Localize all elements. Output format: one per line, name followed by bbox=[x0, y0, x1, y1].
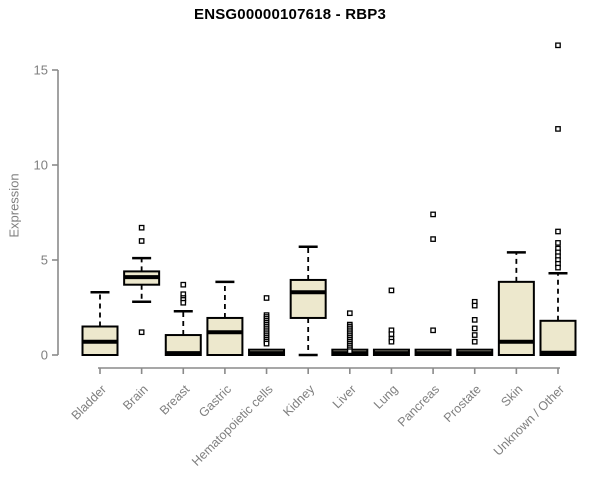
x-tick-label: Skin bbox=[498, 382, 525, 409]
iqr-box bbox=[206, 316, 244, 357]
y-tick-label: 0 bbox=[41, 348, 48, 363]
outlier-point bbox=[138, 238, 145, 244]
outlier-point bbox=[555, 42, 561, 49]
x-tick-label: Prostate bbox=[441, 382, 484, 425]
x-tick-label: Lung bbox=[371, 382, 401, 412]
x-tick-label: Breast bbox=[157, 382, 193, 418]
outlier-point bbox=[180, 299, 187, 306]
outlier-point bbox=[263, 340, 270, 347]
outlier-point bbox=[263, 295, 270, 301]
boxplot-skin bbox=[497, 251, 535, 357]
x-tick-label: Brain bbox=[120, 382, 151, 413]
x-tick-label: Gastric bbox=[196, 382, 234, 420]
outlier-point bbox=[388, 287, 395, 294]
outlier-point bbox=[180, 281, 187, 288]
outlier-point bbox=[471, 316, 478, 323]
boxplot-pancreas bbox=[414, 211, 452, 356]
boxplot-breast bbox=[164, 281, 202, 356]
boxplot-brain bbox=[123, 224, 161, 336]
outlier-point bbox=[471, 338, 478, 345]
outlier-point bbox=[346, 348, 353, 355]
outlier-point bbox=[555, 240, 561, 246]
outlier-point bbox=[471, 325, 478, 332]
outlier-point bbox=[430, 236, 436, 242]
outlier-point bbox=[555, 228, 561, 235]
outlier-point bbox=[430, 211, 436, 218]
outlier-point bbox=[430, 327, 436, 334]
x-tick-label: Bladder bbox=[69, 382, 109, 422]
boxplot-gastric bbox=[206, 280, 244, 357]
outlier-point bbox=[471, 302, 478, 309]
iqr-box bbox=[289, 278, 327, 319]
boxplot-lung bbox=[372, 287, 410, 356]
x-tick-label: Kidney bbox=[280, 382, 317, 419]
y-tick-label: 15 bbox=[34, 63, 48, 78]
y-tick-label: 5 bbox=[41, 253, 48, 268]
outlier-point bbox=[138, 329, 145, 336]
x-tick-label: Hematopoietic cells bbox=[189, 382, 276, 469]
outlier-point bbox=[555, 264, 561, 271]
boxplot-bladder bbox=[81, 291, 119, 356]
outlier-point bbox=[388, 338, 395, 345]
x-tick-label: Pancreas bbox=[395, 382, 442, 429]
boxplot-kidney bbox=[289, 245, 327, 357]
boxplot-unknown-other bbox=[539, 42, 577, 356]
boxplot-hematopoietic-cells bbox=[248, 295, 286, 356]
outlier-point bbox=[346, 310, 353, 317]
outlier-point bbox=[471, 332, 478, 338]
iqr-box bbox=[539, 319, 577, 356]
x-tick-label: Liver bbox=[330, 382, 359, 411]
outlier-point bbox=[138, 224, 145, 231]
x-tick-label: Unknown / Other bbox=[491, 382, 567, 458]
boxplot-prostate bbox=[456, 298, 494, 356]
outlier-point bbox=[555, 126, 561, 132]
iqr-box bbox=[497, 280, 535, 357]
chart-title: ENSG00000107618 - RBP3 bbox=[193, 6, 387, 23]
outlier-point bbox=[388, 331, 395, 337]
boxplot-liver bbox=[331, 310, 369, 356]
y-tick-label: 10 bbox=[34, 158, 48, 173]
